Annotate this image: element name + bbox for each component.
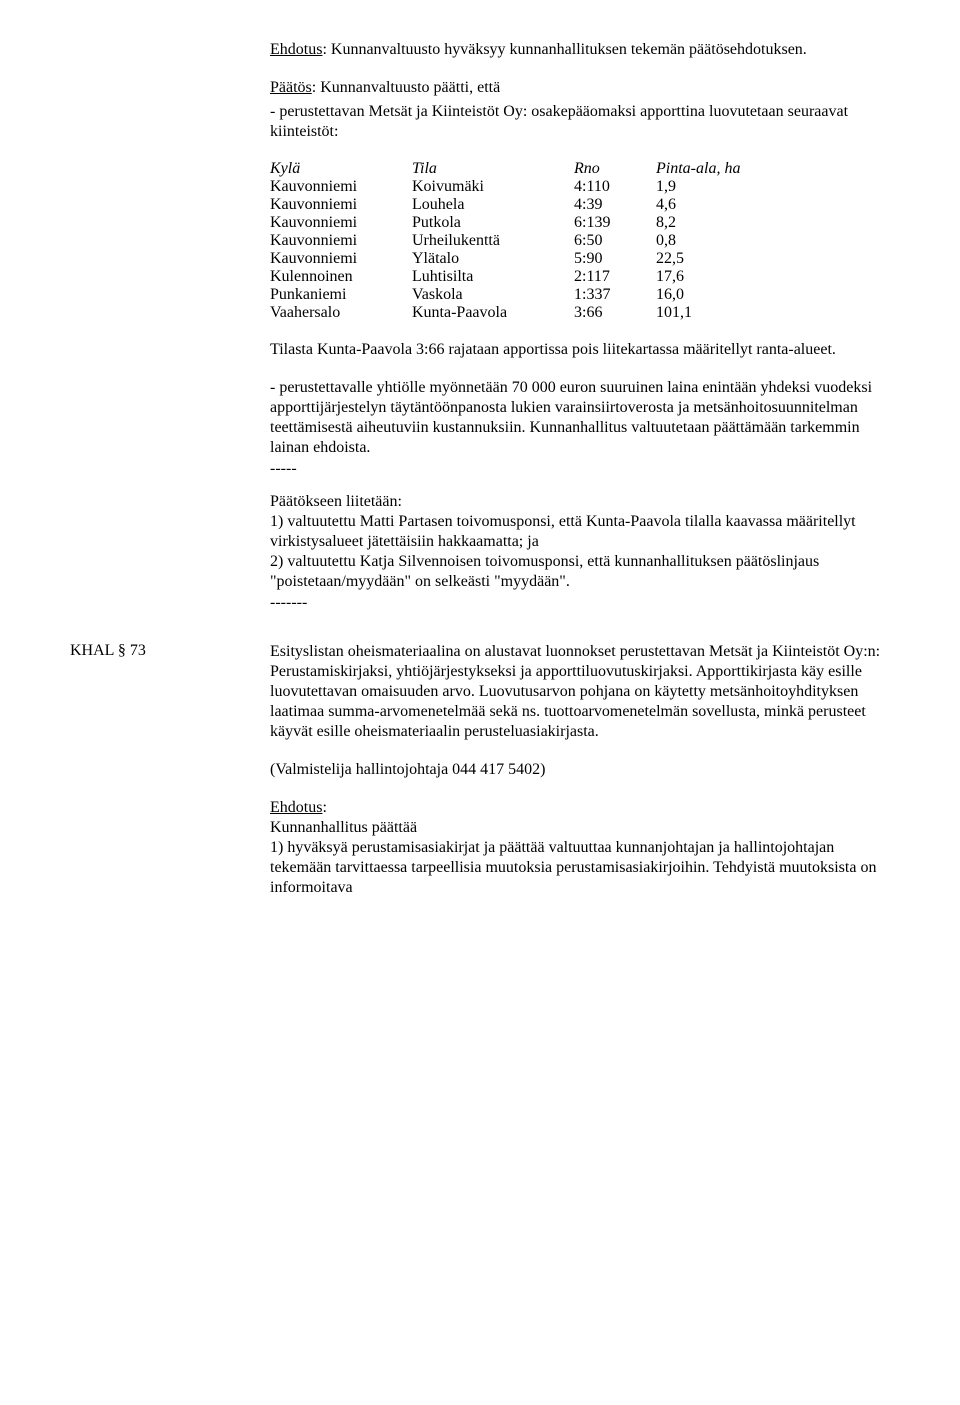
table-cell: 4:110 — [574, 178, 656, 196]
table-cell: Koivumäki — [412, 178, 574, 196]
table-row: KauvonniemiKoivumäki4:1101,9 — [270, 178, 778, 196]
table-row: VaahersaloKunta-Paavola3:66101,1 — [270, 304, 778, 322]
table-row: KauvonniemiYlätalo5:9022,5 — [270, 250, 778, 268]
table-cell: Kauvonniemi — [270, 250, 412, 268]
table-cell: 1:337 — [574, 286, 656, 304]
table-cell: 8,2 — [656, 214, 778, 232]
table-cell: Urheilukenttä — [412, 232, 574, 250]
table-cell: 6:50 — [574, 232, 656, 250]
table-row: KauvonniemiLouhela4:394,6 — [270, 196, 778, 214]
table-cell: 22,5 — [656, 250, 778, 268]
table-cell: Kauvonniemi — [270, 232, 412, 250]
khal-ehdotus-colon: : — [322, 799, 326, 816]
khal-p1: Esityslistan oheismateriaalina on alusta… — [270, 642, 890, 742]
ehdotus-paragraph: Ehdotus: Kunnanvaltuusto hyväksyy kunnan… — [270, 40, 890, 60]
table-cell: Kauvonniemi — [270, 178, 412, 196]
table-cell: Vaahersalo — [270, 304, 412, 322]
table-cell: Luhtisilta — [412, 268, 574, 286]
table-cell: 4,6 — [656, 196, 778, 214]
th-kyla: Kylä — [270, 160, 412, 178]
khal-label: KHAL § 73 — [70, 642, 270, 660]
table-row: KulennoinenLuhtisilta2:11717,6 — [270, 268, 778, 286]
th-tila: Tila — [412, 160, 574, 178]
table-row: KauvonniemiPutkola6:1398,2 — [270, 214, 778, 232]
table-cell: 0,8 — [656, 232, 778, 250]
table-row: PunkaniemiVaskola1:33716,0 — [270, 286, 778, 304]
table-cell: 1,9 — [656, 178, 778, 196]
dashes-2: ------- — [270, 594, 890, 612]
khal-ehdotus-label: Ehdotus — [270, 799, 322, 816]
table-cell: 5:90 — [574, 250, 656, 268]
after-table-text: Tilasta Kunta-Paavola 3:66 rajataan appo… — [270, 340, 890, 360]
table-cell: 4:39 — [574, 196, 656, 214]
table-cell: Kulennoinen — [270, 268, 412, 286]
khal-ehdotus-l1: 1) hyväksyä perustamisasiakirjat ja päät… — [270, 838, 890, 898]
property-table: Kylä Tila Rno Pinta-ala, ha KauvonniemiK… — [270, 160, 778, 322]
attach-1: 1) valtuutettu Matti Partasen toivomuspo… — [270, 512, 890, 552]
table-cell: 6:139 — [574, 214, 656, 232]
khal-ehdotus-line: Ehdotus: — [270, 798, 890, 818]
table-cell: Ylätalo — [412, 250, 574, 268]
table-cell: Putkola — [412, 214, 574, 232]
table-cell: Vaskola — [412, 286, 574, 304]
th-pinta: Pinta-ala, ha — [656, 160, 778, 178]
table-cell: 101,1 — [656, 304, 778, 322]
dashes-1: ----- — [270, 460, 890, 478]
paatos-label: Päätös — [270, 79, 312, 96]
khal-ehdotus-lead: Kunnanhallitus päättää — [270, 818, 890, 838]
table-cell: Punkaniemi — [270, 286, 412, 304]
table-cell: Kauvonniemi — [270, 214, 412, 232]
paatos-bullet: - perustettavan Metsät ja Kiinteistöt Oy… — [270, 102, 890, 142]
ehdotus-text: : Kunnanvaltuusto hyväksyy kunnanhallitu… — [322, 41, 806, 58]
table-cell: Louhela — [412, 196, 574, 214]
table-cell: Kunta-Paavola — [412, 304, 574, 322]
attach-lead: Päätökseen liitetään: — [270, 492, 890, 512]
paatos-text: : Kunnanvaltuusto päätti, että — [312, 79, 500, 96]
loan-text: - perustettavalle yhtiölle myönnetään 70… — [270, 378, 890, 458]
th-rno: Rno — [574, 160, 656, 178]
table-cell: 3:66 — [574, 304, 656, 322]
table-row: KauvonniemiUrheilukenttä6:500,8 — [270, 232, 778, 250]
ehdotus-label: Ehdotus — [270, 41, 322, 58]
table-cell: 17,6 — [656, 268, 778, 286]
attach-2: 2) valtuutettu Katja Silvennoisen toivom… — [270, 552, 890, 592]
paatos-paragraph: Päätös: Kunnanvaltuusto päätti, että — [270, 78, 890, 98]
table-cell: 2:117 — [574, 268, 656, 286]
table-cell: Kauvonniemi — [270, 196, 412, 214]
khal-p2: (Valmistelija hallintojohtaja 044 417 54… — [270, 760, 890, 780]
table-cell: 16,0 — [656, 286, 778, 304]
